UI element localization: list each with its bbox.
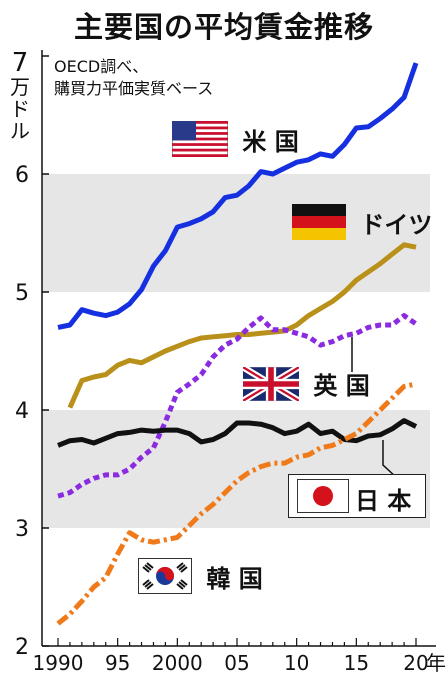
label-uk-text: 英 国: [313, 372, 370, 400]
label-jp: 日 本: [288, 474, 426, 518]
series-line-kr: [56, 381, 417, 626]
label-uk: 英 国: [241, 363, 370, 404]
korea-flag-icon: [138, 558, 192, 594]
source-note-line-1: OECD調べ、: [54, 57, 149, 76]
label-de: ドイツ: [292, 204, 432, 240]
label-us: 米 国: [171, 120, 299, 158]
source-note-line-2: 購買力平価実質ベース: [54, 79, 214, 98]
us-flag-stripe: [172, 132, 228, 135]
source-note: OECD調べ、 購買力平価実質ベース: [54, 56, 213, 100]
x-tick-label: 20: [403, 651, 428, 675]
label-jp-text: 日 本: [355, 487, 412, 515]
series-line-uk: [57, 313, 418, 499]
series-lines: [56, 62, 419, 626]
y-tick-label: 4: [15, 399, 29, 424]
y-tick-label: 5: [15, 281, 29, 306]
x-tick-label: 15: [344, 651, 369, 675]
x-unit-label: 年: [426, 651, 446, 675]
us-flag-stripe: [172, 154, 228, 157]
axes: [41, 50, 436, 647]
y-unit-char: 7: [11, 48, 29, 78]
label-us-text: 米 国: [242, 127, 299, 156]
us-flag-stripe: [172, 148, 228, 152]
chart-title: 主要国の平均賃金推移: [73, 10, 374, 44]
us-flag-icon: [171, 120, 229, 158]
germany-flag-icon: [292, 204, 346, 240]
x-tick-label: 10: [284, 651, 309, 675]
y-unit-char: ド: [10, 97, 30, 121]
y-tick-label: 3: [15, 517, 29, 542]
us-flag-stripe: [172, 137, 228, 141]
tick-labels: 2 3 4 5 6 1990 95 2000 05 10 15 20年: [15, 163, 446, 675]
label-kr: 韓 国: [138, 558, 263, 594]
label-kr-text: 韓 国: [206, 564, 263, 593]
us-flag-stripe: [172, 126, 228, 130]
series-line-de: [67, 242, 417, 409]
us-flag-stripe: [172, 121, 228, 124]
y-unit-char: ル: [10, 119, 30, 143]
y-tick-label: 2: [15, 635, 29, 660]
jp-callout-line: [382, 440, 398, 479]
series-line-jp: [57, 418, 418, 448]
label-callouts: [351, 337, 398, 479]
label-de-text: ドイツ: [360, 210, 433, 239]
y-tick-label: 6: [15, 163, 29, 188]
x-tick-label: 1990: [33, 651, 84, 675]
us-flag-stripe: [172, 143, 228, 146]
x-tick-label: 95: [105, 651, 130, 675]
x-tick-label: 05: [224, 651, 249, 675]
y-unit-char: 万: [10, 75, 30, 99]
japan-flag-icon: [297, 479, 349, 513]
series-line-us: [57, 62, 419, 330]
uk-flag-icon: [241, 363, 301, 404]
x-tick-label: 2000: [152, 651, 203, 675]
